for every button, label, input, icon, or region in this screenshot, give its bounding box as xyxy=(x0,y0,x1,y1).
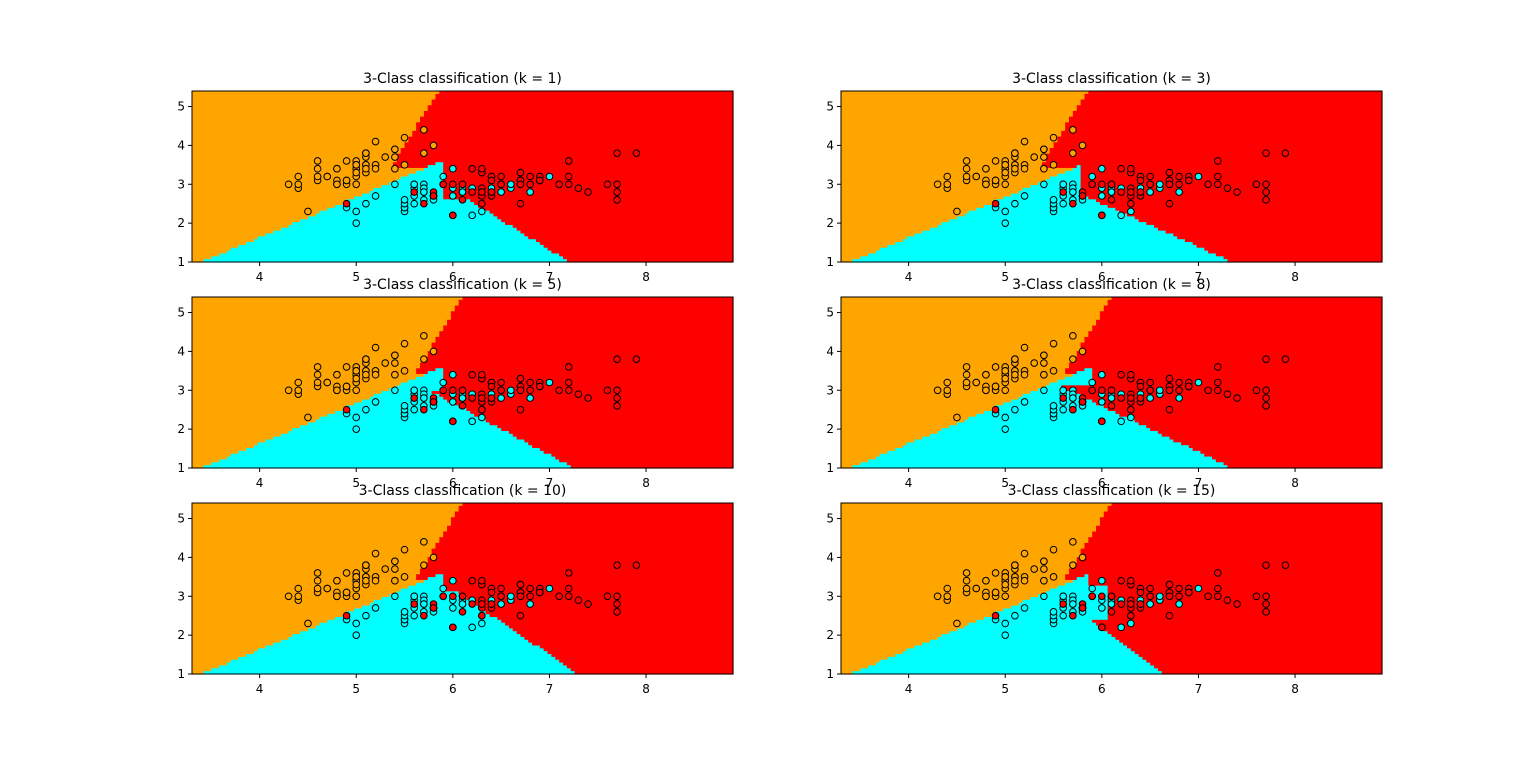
figure: 3-Class classification (k = 1)4 5 6 7 812345… xyxy=(0,0,1536,757)
decision-regions xyxy=(192,91,734,263)
